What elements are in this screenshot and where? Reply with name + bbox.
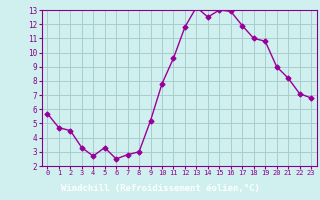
Text: Windchill (Refroidissement éolien,°C): Windchill (Refroidissement éolien,°C) [60,184,260,192]
